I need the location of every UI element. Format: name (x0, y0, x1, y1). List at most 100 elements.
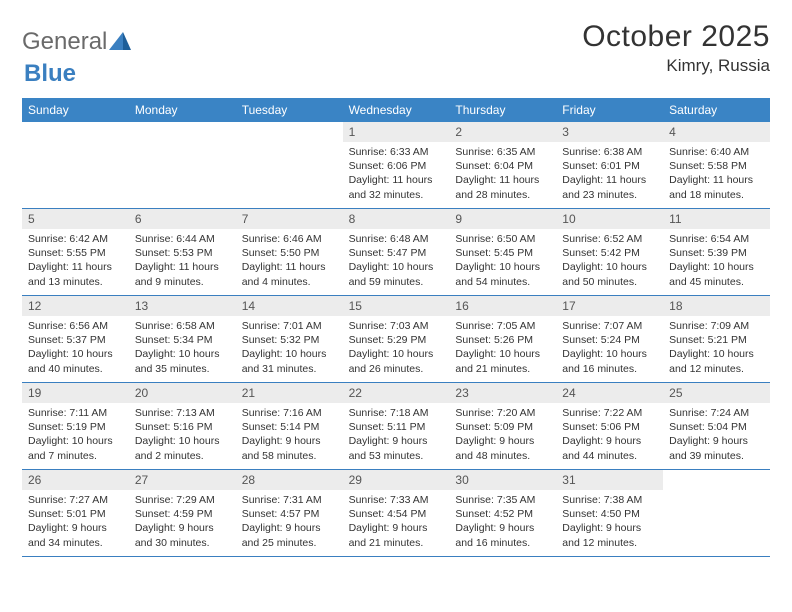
day-cell: 19Sunrise: 7:11 AMSunset: 5:19 PMDayligh… (22, 383, 129, 469)
sunset-text: Sunset: 5:24 PM (562, 333, 657, 347)
day-number: 9 (449, 209, 556, 229)
day-cell: 22Sunrise: 7:18 AMSunset: 5:11 PMDayligh… (343, 383, 450, 469)
day-number: 7 (236, 209, 343, 229)
week-row: 1Sunrise: 6:33 AMSunset: 6:06 PMDaylight… (22, 122, 770, 209)
sunrise-text: Sunrise: 7:24 AM (669, 406, 764, 420)
sunset-text: Sunset: 5:32 PM (242, 333, 337, 347)
sunset-text: Sunset: 5:50 PM (242, 246, 337, 260)
day-cell: 17Sunrise: 7:07 AMSunset: 5:24 PMDayligh… (556, 296, 663, 382)
day-body: Sunrise: 7:16 AMSunset: 5:14 PMDaylight:… (236, 403, 343, 469)
sunset-text: Sunset: 5:34 PM (135, 333, 230, 347)
weeks-container: 1Sunrise: 6:33 AMSunset: 6:06 PMDaylight… (22, 122, 770, 557)
sunrise-text: Sunrise: 6:33 AM (349, 145, 444, 159)
sunset-text: Sunset: 5:37 PM (28, 333, 123, 347)
sunrise-text: Sunrise: 6:54 AM (669, 232, 764, 246)
day-body: Sunrise: 7:05 AMSunset: 5:26 PMDaylight:… (449, 316, 556, 382)
daylight-text: Daylight: 10 hours and 26 minutes. (349, 347, 444, 375)
sunrise-text: Sunrise: 7:07 AM (562, 319, 657, 333)
empty-cell (22, 122, 129, 208)
day-number: 15 (343, 296, 450, 316)
day-body: Sunrise: 6:44 AMSunset: 5:53 PMDaylight:… (129, 229, 236, 295)
daylight-text: Daylight: 10 hours and 12 minutes. (669, 347, 764, 375)
sunrise-text: Sunrise: 7:18 AM (349, 406, 444, 420)
sunset-text: Sunset: 4:52 PM (455, 507, 550, 521)
empty-cell (129, 122, 236, 208)
day-body: Sunrise: 7:33 AMSunset: 4:54 PMDaylight:… (343, 490, 450, 556)
day-body: Sunrise: 6:56 AMSunset: 5:37 PMDaylight:… (22, 316, 129, 382)
day-number: 1 (343, 122, 450, 142)
daylight-text: Daylight: 10 hours and 16 minutes. (562, 347, 657, 375)
sunset-text: Sunset: 5:16 PM (135, 420, 230, 434)
day-number: 16 (449, 296, 556, 316)
day-body: Sunrise: 7:13 AMSunset: 5:16 PMDaylight:… (129, 403, 236, 469)
sunset-text: Sunset: 5:45 PM (455, 246, 550, 260)
daylight-text: Daylight: 11 hours and 28 minutes. (455, 173, 550, 201)
day-body: Sunrise: 6:40 AMSunset: 5:58 PMDaylight:… (663, 142, 770, 208)
daylight-text: Daylight: 10 hours and 50 minutes. (562, 260, 657, 288)
day-cell: 4Sunrise: 6:40 AMSunset: 5:58 PMDaylight… (663, 122, 770, 208)
day-body: Sunrise: 6:54 AMSunset: 5:39 PMDaylight:… (663, 229, 770, 295)
sunrise-text: Sunrise: 6:35 AM (455, 145, 550, 159)
day-cell: 31Sunrise: 7:38 AMSunset: 4:50 PMDayligh… (556, 470, 663, 556)
sunset-text: Sunset: 5:21 PM (669, 333, 764, 347)
daylight-text: Daylight: 9 hours and 34 minutes. (28, 521, 123, 549)
sunrise-text: Sunrise: 6:40 AM (669, 145, 764, 159)
daylight-text: Daylight: 9 hours and 58 minutes. (242, 434, 337, 462)
daylight-text: Daylight: 9 hours and 53 minutes. (349, 434, 444, 462)
brand-part2: Blue (24, 60, 76, 88)
daylight-text: Daylight: 9 hours and 48 minutes. (455, 434, 550, 462)
sunset-text: Sunset: 5:26 PM (455, 333, 550, 347)
day-number: 6 (129, 209, 236, 229)
day-body: Sunrise: 6:33 AMSunset: 6:06 PMDaylight:… (343, 142, 450, 208)
sunset-text: Sunset: 5:47 PM (349, 246, 444, 260)
sunset-text: Sunset: 4:54 PM (349, 507, 444, 521)
day-body: Sunrise: 6:35 AMSunset: 6:04 PMDaylight:… (449, 142, 556, 208)
day-cell: 29Sunrise: 7:33 AMSunset: 4:54 PMDayligh… (343, 470, 450, 556)
empty-cell (663, 470, 770, 556)
day-body: Sunrise: 7:20 AMSunset: 5:09 PMDaylight:… (449, 403, 556, 469)
sunset-text: Sunset: 5:19 PM (28, 420, 123, 434)
sunrise-text: Sunrise: 7:20 AM (455, 406, 550, 420)
day-body: Sunrise: 7:31 AMSunset: 4:57 PMDaylight:… (236, 490, 343, 556)
day-body: Sunrise: 7:07 AMSunset: 5:24 PMDaylight:… (556, 316, 663, 382)
sunrise-text: Sunrise: 7:16 AM (242, 406, 337, 420)
sunrise-text: Sunrise: 6:58 AM (135, 319, 230, 333)
day-number: 3 (556, 122, 663, 142)
sunrise-text: Sunrise: 6:52 AM (562, 232, 657, 246)
week-row: 19Sunrise: 7:11 AMSunset: 5:19 PMDayligh… (22, 383, 770, 470)
day-body: Sunrise: 6:42 AMSunset: 5:55 PMDaylight:… (22, 229, 129, 295)
sunrise-text: Sunrise: 6:48 AM (349, 232, 444, 246)
day-number: 5 (22, 209, 129, 229)
weekday-label: Friday (556, 98, 663, 122)
sunset-text: Sunset: 4:57 PM (242, 507, 337, 521)
day-cell: 24Sunrise: 7:22 AMSunset: 5:06 PMDayligh… (556, 383, 663, 469)
day-number: 25 (663, 383, 770, 403)
brand-logo: General (22, 28, 131, 56)
day-number: 29 (343, 470, 450, 490)
sunset-text: Sunset: 5:29 PM (349, 333, 444, 347)
day-cell: 11Sunrise: 6:54 AMSunset: 5:39 PMDayligh… (663, 209, 770, 295)
daylight-text: Daylight: 10 hours and 31 minutes. (242, 347, 337, 375)
day-cell: 2Sunrise: 6:35 AMSunset: 6:04 PMDaylight… (449, 122, 556, 208)
daylight-text: Daylight: 10 hours and 21 minutes. (455, 347, 550, 375)
day-body: Sunrise: 6:50 AMSunset: 5:45 PMDaylight:… (449, 229, 556, 295)
weekday-label: Saturday (663, 98, 770, 122)
day-cell: 20Sunrise: 7:13 AMSunset: 5:16 PMDayligh… (129, 383, 236, 469)
daylight-text: Daylight: 10 hours and 59 minutes. (349, 260, 444, 288)
day-cell: 26Sunrise: 7:27 AMSunset: 5:01 PMDayligh… (22, 470, 129, 556)
sunset-text: Sunset: 6:04 PM (455, 159, 550, 173)
daylight-text: Daylight: 9 hours and 12 minutes. (562, 521, 657, 549)
empty-cell (236, 122, 343, 208)
daylight-text: Daylight: 11 hours and 32 minutes. (349, 173, 444, 201)
day-body: Sunrise: 7:01 AMSunset: 5:32 PMDaylight:… (236, 316, 343, 382)
day-cell: 12Sunrise: 6:56 AMSunset: 5:37 PMDayligh… (22, 296, 129, 382)
day-number: 24 (556, 383, 663, 403)
sunrise-text: Sunrise: 6:42 AM (28, 232, 123, 246)
sunrise-text: Sunrise: 7:38 AM (562, 493, 657, 507)
daylight-text: Daylight: 10 hours and 40 minutes. (28, 347, 123, 375)
day-cell: 6Sunrise: 6:44 AMSunset: 5:53 PMDaylight… (129, 209, 236, 295)
sunrise-text: Sunrise: 7:13 AM (135, 406, 230, 420)
daylight-text: Daylight: 11 hours and 18 minutes. (669, 173, 764, 201)
sunset-text: Sunset: 4:59 PM (135, 507, 230, 521)
sunset-text: Sunset: 5:01 PM (28, 507, 123, 521)
